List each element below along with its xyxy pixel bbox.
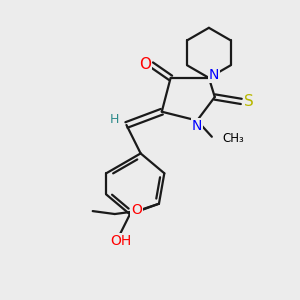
Text: N: N — [209, 68, 219, 82]
Text: CH₃: CH₃ — [222, 132, 244, 145]
Text: N: N — [192, 119, 202, 133]
Text: S: S — [244, 94, 254, 109]
Text: O: O — [131, 202, 142, 217]
Text: OH: OH — [110, 234, 132, 248]
Text: O: O — [139, 57, 151, 72]
Text: H: H — [110, 113, 119, 126]
